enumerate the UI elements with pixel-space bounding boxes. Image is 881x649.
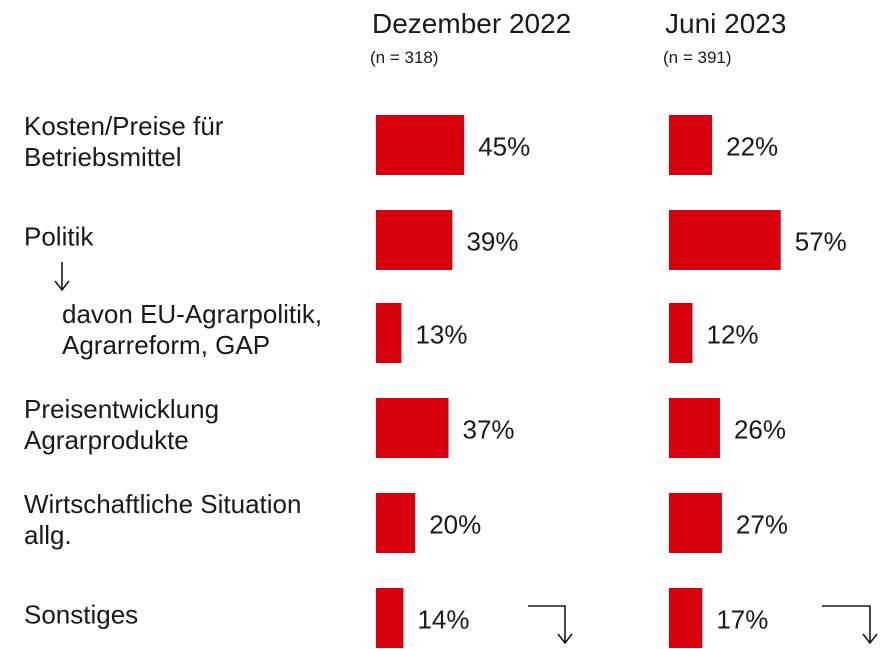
value-label: 37% [462, 414, 515, 445]
value-label: 57% [794, 226, 847, 257]
series-header: Dezember 2022 [372, 8, 572, 39]
bar [669, 588, 703, 648]
value-label: 39% [466, 226, 519, 257]
series-subtitle: (n = 318) [370, 48, 439, 67]
bar [669, 493, 722, 553]
category-label: Sonstiges [24, 599, 139, 630]
category-label: Preisentwicklung Agrarprodukte [24, 394, 220, 455]
bar [669, 210, 781, 270]
bar [669, 115, 713, 175]
bar [376, 303, 402, 363]
bar [669, 398, 720, 458]
value-label: 27% [735, 509, 788, 540]
series-header: Juni 2023 [665, 8, 787, 39]
value-label: 45% [478, 131, 531, 162]
category-label: Kosten/Preise für Betriebsmittel [24, 111, 224, 172]
bar [669, 303, 693, 363]
sub-arrow [54, 262, 70, 292]
value-label: 17% [716, 604, 769, 635]
bar [376, 210, 453, 270]
value-label: 14% [417, 604, 470, 635]
category-label: Wirtschaftliche Situation allg. [24, 489, 302, 550]
category-label: davon EU-Agrarpolitik, Agrarreform, GAP [62, 299, 323, 360]
series-subtitle: (n = 391) [663, 48, 732, 67]
value-label: 13% [415, 319, 468, 350]
value-label: 12% [706, 319, 759, 350]
value-label: 20% [429, 509, 482, 540]
decor-arrows [54, 262, 878, 645]
corner-arrow [822, 605, 878, 645]
bar [376, 588, 404, 648]
value-label: 22% [726, 131, 779, 162]
bar [376, 115, 465, 175]
corner-arrow [528, 605, 573, 645]
value-label: 26% [733, 414, 786, 445]
bar [376, 493, 416, 553]
category-label: Politik [24, 221, 94, 252]
bar [376, 398, 449, 458]
